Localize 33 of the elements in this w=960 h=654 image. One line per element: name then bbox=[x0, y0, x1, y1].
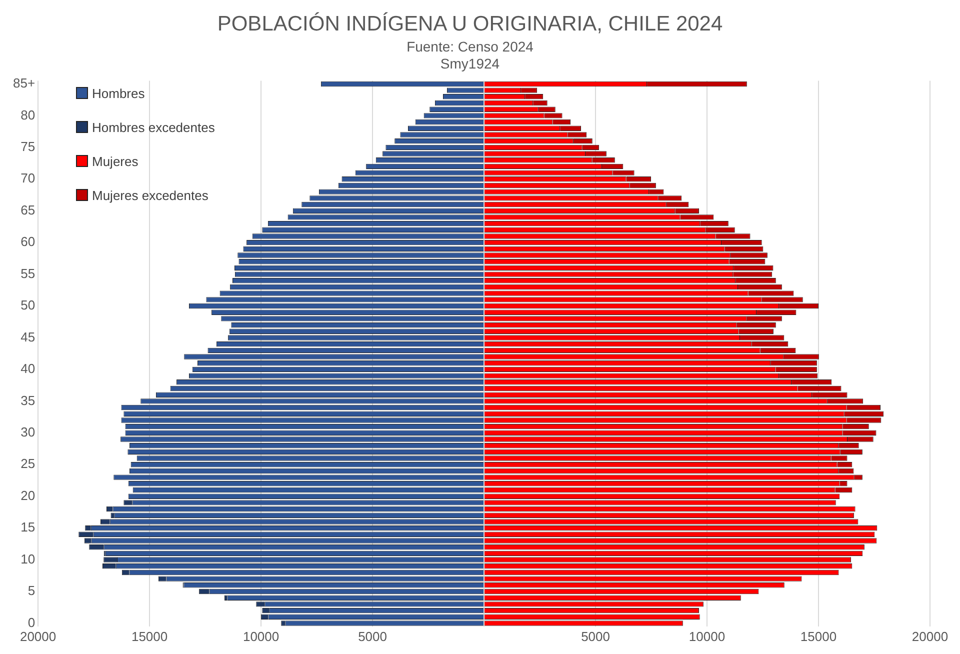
y-tick-label: 30 bbox=[20, 424, 36, 440]
x-tick-label: 15000 bbox=[800, 628, 837, 644]
x-tick-label: 20000 bbox=[912, 628, 948, 644]
chart-title: POBLACIÓN INDÍGENA U ORIGINARIA, CHILE 2024 bbox=[217, 11, 723, 36]
y-tick-label: 25 bbox=[20, 456, 36, 472]
y-tick-label: 85+ bbox=[12, 76, 36, 91]
chart-subtitle: Fuente: Censo 2024 bbox=[406, 38, 534, 54]
y-tick-label: 15 bbox=[20, 520, 36, 535]
y-tick-label: 0 bbox=[28, 614, 36, 630]
y-tick-label: 55 bbox=[20, 266, 36, 281]
x-tick-label: 5000 bbox=[358, 628, 387, 644]
legend-label: Hombres excedentes bbox=[92, 120, 215, 134]
text: Smy1924 bbox=[440, 55, 500, 72]
y-tick-label: 20 bbox=[20, 488, 36, 503]
x-tick-label: 10000 bbox=[688, 628, 726, 644]
y-tick-label: 10 bbox=[20, 551, 36, 566]
y-tick-label: 80 bbox=[20, 107, 36, 122]
y-tick-label: 65 bbox=[20, 202, 36, 218]
y-tick-label: 40 bbox=[20, 361, 36, 376]
x-tick-label: 15000 bbox=[131, 628, 168, 644]
y-tick-label: 35 bbox=[20, 392, 36, 408]
y-tick-label: 45 bbox=[20, 329, 36, 344]
legend-label: Mujeres excedentes bbox=[92, 188, 208, 202]
legend-label: Mujeres bbox=[92, 154, 138, 168]
y-tick-label: 60 bbox=[20, 234, 36, 250]
y-tick-label: 75 bbox=[20, 138, 36, 154]
y-tick-label: 50 bbox=[20, 298, 36, 313]
y-tick-label: 70 bbox=[20, 170, 36, 186]
x-tick-label: 5000 bbox=[581, 628, 610, 644]
x-tick-label: 10000 bbox=[242, 628, 280, 644]
y-tick-label: 5 bbox=[28, 583, 36, 598]
legend-label: Hombres bbox=[92, 86, 145, 100]
x-tick-label: 20000 bbox=[20, 628, 56, 644]
